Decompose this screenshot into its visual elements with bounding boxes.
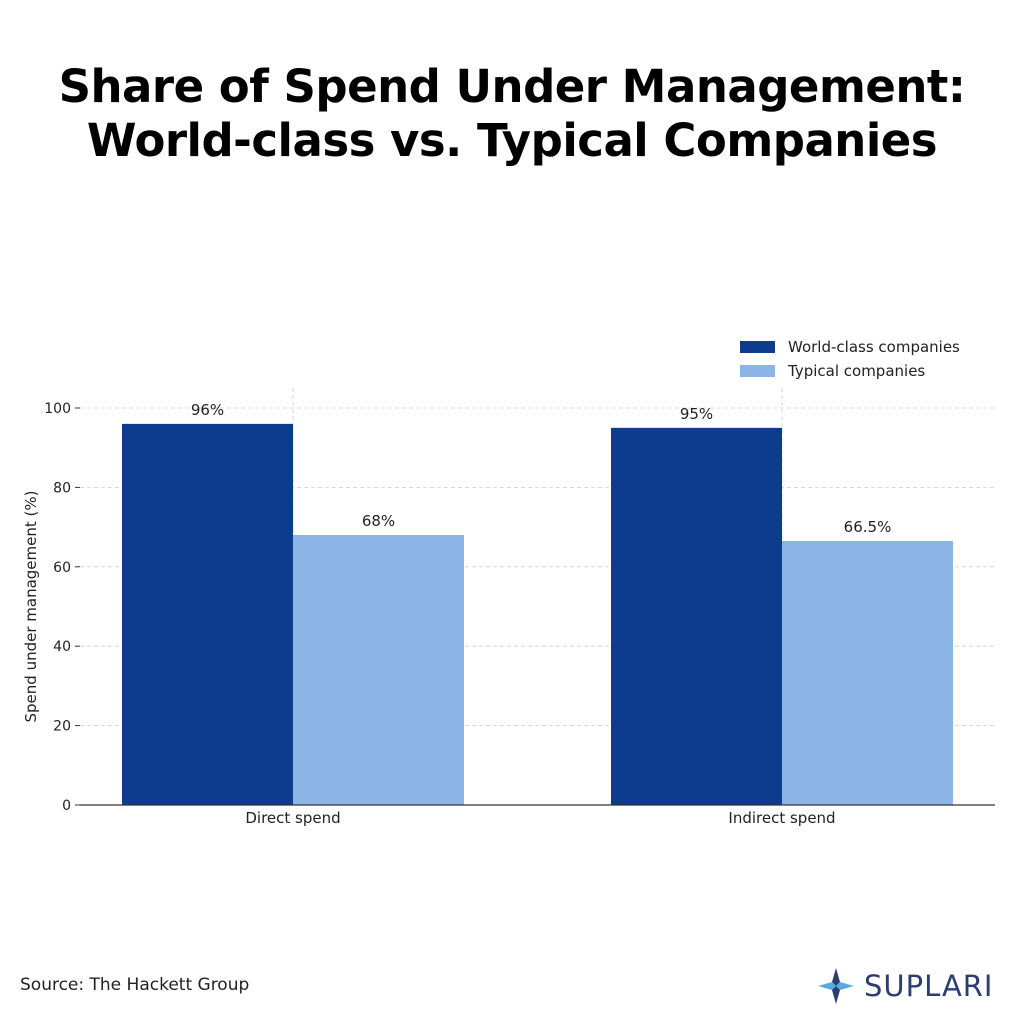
bar	[122, 423, 293, 805]
brand-logo: SUPLARI	[816, 964, 994, 1008]
data-label: 68%	[362, 512, 395, 530]
source-note: Source: The Hackett Group	[20, 975, 250, 995]
y-tick-label: 0	[62, 798, 71, 814]
chart-title: Share of Spend Under Management: World-c…	[0, 60, 1024, 168]
x-tick-label: Indirect spend	[728, 809, 835, 827]
y-tick-label: 80	[53, 480, 71, 496]
x-tick-label: Direct spend	[245, 809, 340, 827]
brand-name: SUPLARI	[864, 969, 994, 1003]
y-tick-label: 60	[53, 560, 71, 576]
legend-label: Typical companies	[787, 362, 925, 380]
chart-title-line-1: Share of Spend Under Management:	[58, 60, 966, 113]
legend-swatch	[740, 341, 775, 353]
data-label: 66.5%	[844, 518, 892, 536]
y-tick-label: 20	[53, 719, 71, 735]
suplari-star-icon	[818, 968, 854, 1004]
chart-title-line-2: World-class vs. Typical Companies	[86, 114, 938, 167]
bar	[293, 535, 464, 805]
y-tick-label: 40	[53, 639, 71, 655]
data-label: 95%	[680, 405, 713, 423]
bar	[611, 427, 782, 805]
data-label: 96%	[191, 401, 224, 419]
bar	[782, 540, 953, 805]
legend-label: World-class companies	[788, 338, 960, 356]
y-tick-label: 100	[44, 401, 71, 417]
y-axis-label: Spend under management (%)	[22, 491, 40, 723]
legend-swatch	[740, 365, 775, 377]
